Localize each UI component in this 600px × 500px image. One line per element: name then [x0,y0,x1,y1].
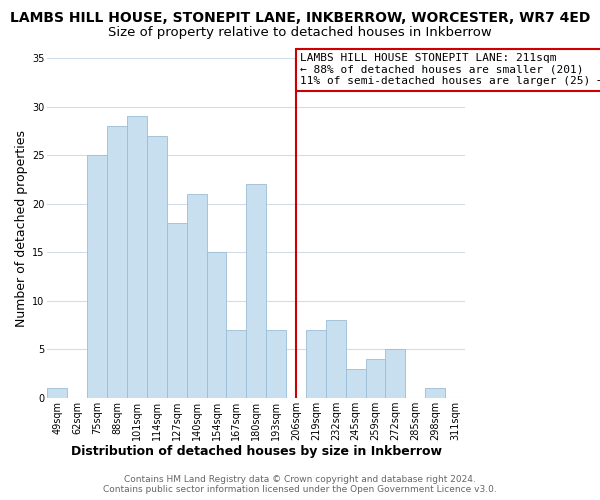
Bar [187,194,206,398]
Bar [266,330,286,398]
Text: Contains HM Land Registry data © Crown copyright and database right 2024.
Contai: Contains HM Land Registry data © Crown c… [103,474,497,494]
Bar [87,155,107,398]
Text: Size of property relative to detached houses in Inkberrow: Size of property relative to detached ho… [108,26,492,39]
Bar [47,388,67,398]
Bar [425,388,445,398]
Bar [127,116,147,398]
Bar [365,359,385,398]
Bar [167,223,187,398]
Bar [147,136,167,398]
Text: LAMBS HILL HOUSE, STONEPIT LANE, INKBERROW, WORCESTER, WR7 4ED: LAMBS HILL HOUSE, STONEPIT LANE, INKBERR… [10,11,590,25]
Bar [226,330,246,398]
Bar [385,350,406,398]
X-axis label: Distribution of detached houses by size in Inkberrow: Distribution of detached houses by size … [71,444,442,458]
Bar [246,184,266,398]
Bar [107,126,127,398]
Bar [346,369,365,398]
Bar [306,330,326,398]
Text: LAMBS HILL HOUSE STONEPIT LANE: 211sqm
← 88% of detached houses are smaller (201: LAMBS HILL HOUSE STONEPIT LANE: 211sqm ←… [300,53,600,86]
Bar [206,252,226,398]
Bar [326,320,346,398]
Y-axis label: Number of detached properties: Number of detached properties [15,130,28,326]
